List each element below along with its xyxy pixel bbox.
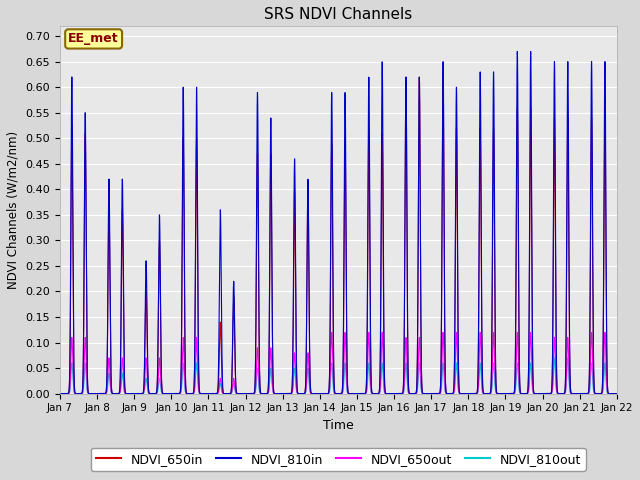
Line: NDVI_650in: NDVI_650in (60, 77, 617, 394)
NDVI_810out (495, 391, 502, 396)
NDVI_810out (170, 391, 177, 396)
NDVI_650in (56, 391, 64, 396)
NDVI_810out (175, 391, 183, 396)
X-axis label: Time: Time (323, 419, 354, 432)
NDVI_650out (56, 391, 64, 396)
Line: NDVI_810in: NDVI_810in (60, 51, 617, 394)
NDVI_810in (415, 76, 423, 82)
NDVI_810in (264, 382, 272, 387)
NDVI_810out (611, 391, 619, 396)
NDVI_650out (242, 391, 250, 396)
NDVI_810in (611, 391, 619, 396)
NDVI_810out (564, 355, 572, 361)
NDVI_810out (613, 391, 621, 396)
NDVI_650in (495, 391, 502, 396)
Y-axis label: NDVI Channels (W/m2/nm): NDVI Channels (W/m2/nm) (7, 131, 20, 289)
NDVI_810in (170, 391, 177, 396)
NDVI_810in (175, 391, 183, 396)
NDVI_650in (175, 391, 183, 396)
Text: EE_met: EE_met (68, 33, 119, 46)
NDVI_650out (415, 335, 423, 340)
Legend: NDVI_650in, NDVI_810in, NDVI_650out, NDVI_810out: NDVI_650in, NDVI_810in, NDVI_650out, NDV… (91, 448, 586, 471)
NDVI_650out (601, 329, 609, 335)
Line: NDVI_810out: NDVI_810out (60, 358, 617, 394)
Title: SRS NDVI Channels: SRS NDVI Channels (264, 7, 413, 22)
NDVI_650in (415, 76, 423, 82)
NDVI_650out (611, 391, 619, 396)
NDVI_650in (611, 391, 619, 396)
NDVI_650out (175, 391, 183, 396)
NDVI_810out (56, 391, 64, 396)
NDVI_650out (495, 391, 502, 396)
NDVI_810in (527, 48, 534, 54)
NDVI_810out (264, 390, 272, 396)
NDVI_810out (415, 360, 423, 366)
NDVI_810in (56, 391, 64, 396)
NDVI_810in (495, 391, 502, 396)
NDVI_650out (264, 389, 272, 395)
NDVI_650in (439, 74, 447, 80)
NDVI_650in (264, 383, 272, 388)
NDVI_810in (613, 391, 621, 396)
NDVI_650out (170, 391, 177, 396)
Line: NDVI_650out: NDVI_650out (60, 332, 617, 394)
NDVI_650out (613, 391, 621, 396)
NDVI_650in (170, 391, 177, 396)
NDVI_650in (613, 391, 621, 396)
